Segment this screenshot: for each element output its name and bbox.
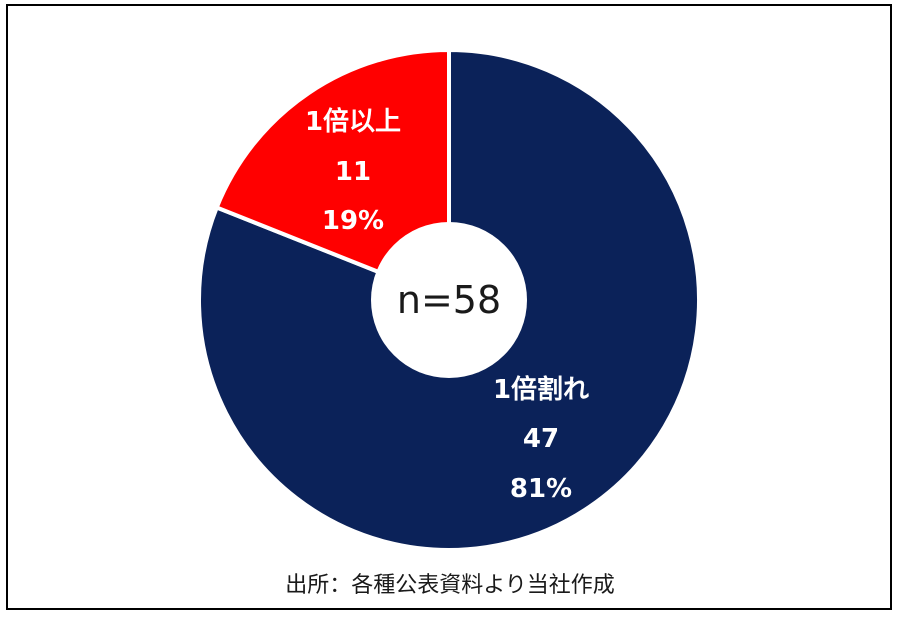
slice-percent-above-1x: 19%	[322, 206, 384, 236]
sample-size-label: n=58	[397, 278, 501, 322]
slice-percent-below-1x: 81%	[510, 474, 572, 504]
slice-count-above-1x: 11	[335, 157, 371, 187]
slice-above-1x	[214, 47, 451, 303]
slice-label-above-1x: 1倍以上	[305, 106, 401, 137]
donut-hole	[371, 222, 527, 378]
source-note: 出所：各種公表資料より当社作成	[285, 573, 615, 598]
chart-frame	[6, 4, 892, 610]
slice-label-below-1x: 1倍割れ	[493, 374, 589, 405]
slice-count-below-1x: 47	[523, 424, 559, 454]
